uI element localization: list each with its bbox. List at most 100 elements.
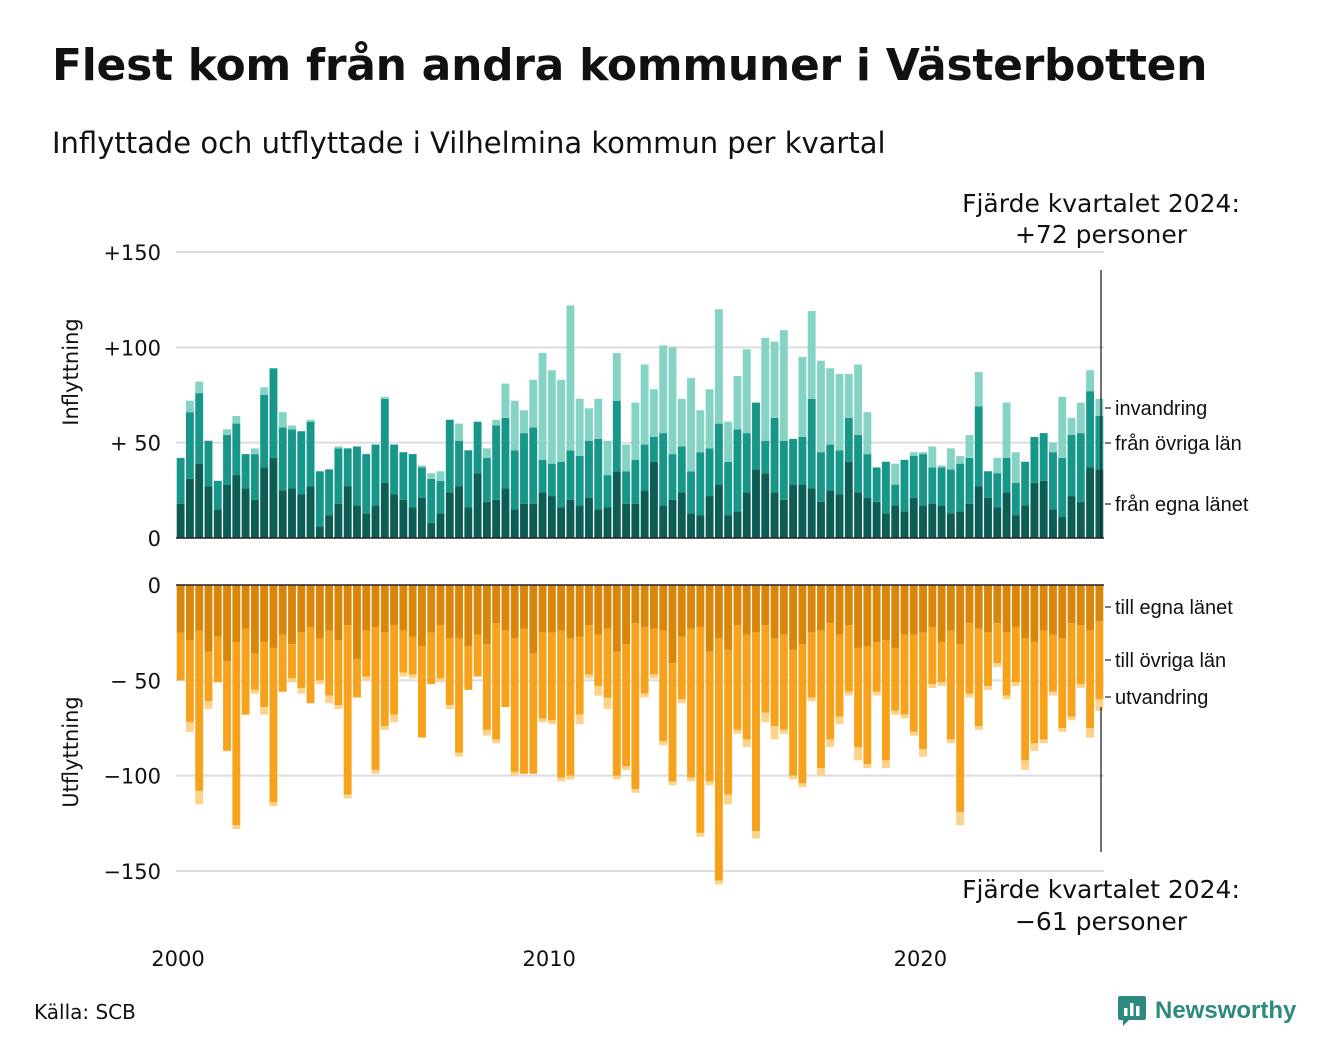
inflow-bar-segment: [482, 457, 491, 502]
inflow-bar-segment: [649, 389, 658, 437]
inflow-bar-segment: [232, 423, 241, 476]
outflow-bar-segment: [752, 585, 760, 633]
outflow-bar-segment: [343, 794, 352, 799]
inflow-bar-segment: [974, 486, 983, 538]
series-label-till-egna-lanet: till egna länet: [1105, 597, 1233, 619]
inflow-bar-segment: [863, 454, 872, 498]
inflow-bar-segment: [909, 456, 918, 498]
outflow-bar-segment: [984, 686, 992, 690]
outflow-bar-segment: [622, 644, 631, 767]
outflow-bar-segment: [640, 626, 649, 694]
outflow-bar-segment: [1039, 739, 1048, 744]
outflow-bar-segment: [195, 630, 204, 791]
inflow-bar-segment: [269, 368, 278, 458]
inflow-bar-segment: [779, 499, 788, 538]
inflow-bar-segment: [594, 398, 603, 439]
outflow-bar-segment: [752, 830, 760, 839]
inflow-bar-segment: [696, 515, 705, 538]
inflow-bar-segment: [594, 438, 603, 510]
outflow-bar-segment: [399, 672, 408, 677]
inflow-bar-segment: [696, 410, 705, 453]
inflow-bar-segment: [807, 311, 816, 399]
inflow-bar-segment: [353, 446, 361, 506]
outflow-bar-segment: [362, 630, 371, 677]
inflow-bar-segment: [631, 402, 640, 460]
outflow-bar-segment: [909, 731, 918, 736]
outflow-bar-segment: [742, 739, 751, 748]
outflow-bar-segment: [176, 585, 185, 633]
inflow-bar-segment: [417, 497, 426, 538]
outflow-bar-segment: [557, 630, 566, 778]
inflow-bar-segment: [844, 374, 853, 418]
outflow-bar-segment: [752, 632, 760, 831]
inflow-bar-segment: [250, 454, 259, 500]
outflow-bar-segment: [575, 585, 584, 637]
inflow-bar-segment: [343, 486, 352, 538]
outflow-bar-segment: [566, 638, 575, 776]
inflow-bar-segment: [909, 497, 918, 538]
outflow-bar-segment: [260, 707, 269, 715]
inflow-bar-segment: [798, 484, 807, 538]
outflow-bar-segment: [371, 626, 380, 770]
inflow-bar-segment: [1039, 480, 1048, 538]
outflow-bar-segment: [687, 628, 695, 778]
inflow-bar-segment: [1030, 436, 1039, 483]
outflow-bar-segment: [807, 585, 816, 633]
outflow-bar-segment: [649, 585, 658, 629]
outflow-bar-segment: [789, 775, 798, 780]
inflow-bar-segment: [417, 465, 426, 468]
outflow-bar-segment: [761, 585, 770, 626]
outflow-bar-segment: [640, 585, 649, 627]
outflow-bar-segment: [761, 625, 770, 713]
outflow-bar-segment: [1002, 695, 1011, 700]
outflow-bar-segment: [315, 585, 324, 639]
inflow-bar-segment: [1067, 417, 1076, 436]
inflow-bar-segment: [649, 461, 658, 538]
outflow-bar-segment: [566, 585, 575, 639]
outflow-bar-segment: [232, 585, 241, 643]
inflow-bar-segment: [1021, 505, 1030, 538]
inflow-bar-segment: [622, 444, 631, 472]
outflow-bar-segment: [1021, 585, 1030, 639]
inflow-bar-segment: [724, 421, 733, 462]
outflow-bar-segment: [538, 585, 547, 633]
outflow-bar-segment: [260, 585, 269, 643]
outflow-bar-segment: [946, 630, 955, 740]
outflow-bar-segment: [612, 775, 621, 780]
outflow-bar-segment: [575, 636, 584, 715]
outflow-bar-segment: [965, 693, 974, 698]
outflow-bar-segment: [844, 625, 853, 692]
inflow-bar-segment: [464, 450, 473, 508]
outflow-bar-segment: [835, 585, 844, 635]
outflow-bar-segment: [213, 585, 222, 637]
svg-text:invandring: invandring: [1115, 398, 1207, 420]
outflow-bar-segment: [585, 625, 593, 675]
inflow-bar-segment: [919, 454, 927, 506]
inflow-bar-segment: [817, 360, 825, 453]
inflow-bar-segment: [659, 433, 668, 506]
inflow-bar-segment: [1067, 496, 1076, 538]
inflow-bar-segment: [937, 465, 946, 468]
outflow-bar-segment: [807, 697, 816, 702]
outflow-bar-segment: [204, 701, 213, 709]
inflow-bar-segment: [835, 374, 844, 451]
outflow-bar-segment: [278, 585, 287, 635]
svg-text:utvandring: utvandring: [1115, 687, 1208, 709]
inflow-bar-segment: [789, 484, 798, 538]
inflow-bar-segment: [213, 509, 222, 538]
outflow-bar-segment: [1030, 743, 1039, 751]
outflow-bar-segment: [733, 729, 742, 734]
outflow-bar-segment: [919, 585, 927, 633]
outflow-bar-segment: [380, 585, 389, 633]
outflow-bar-segment: [956, 644, 965, 812]
inflow-bar-segment: [881, 461, 890, 514]
outflow-bar-segment: [380, 726, 389, 730]
inflow-bar-segment: [390, 444, 399, 495]
inflow-bar-segment: [315, 526, 324, 538]
outflow-bar-segment: [1002, 585, 1011, 633]
outflow-bar-segment: [993, 623, 1002, 664]
outflow-bar-segment: [223, 585, 231, 662]
inflow-bar-segment: [445, 419, 454, 493]
inflow-bar-segment: [696, 452, 705, 516]
inflow-bar-segment: [585, 440, 593, 498]
